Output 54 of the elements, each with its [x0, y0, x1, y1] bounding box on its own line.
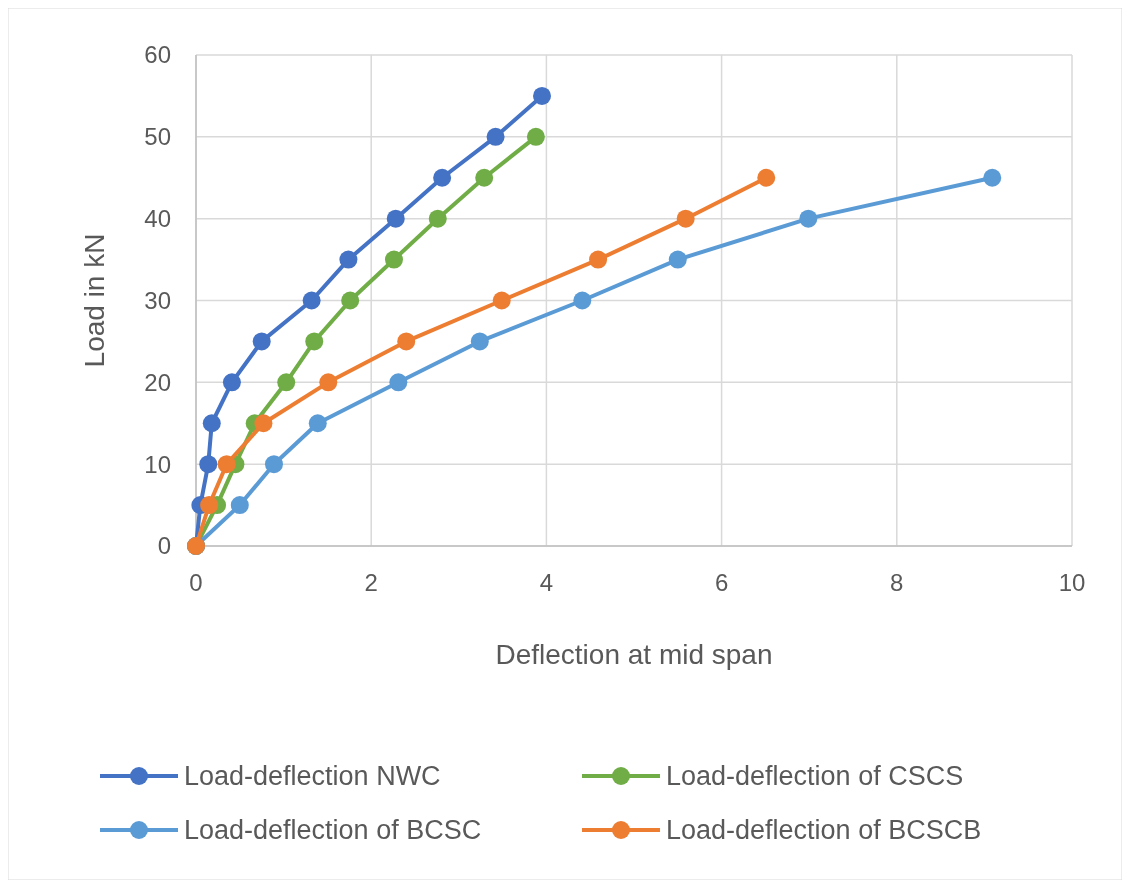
- point: [492, 291, 511, 310]
- legend-label: Load-deflection of BCSC: [184, 815, 482, 846]
- y-tick-label: 50: [144, 123, 171, 151]
- point: [533, 86, 552, 105]
- point: [217, 455, 236, 474]
- point: [200, 496, 219, 515]
- point: [799, 209, 818, 228]
- point: [983, 168, 1002, 187]
- legend-label: Load-deflection of BCSCB: [666, 815, 982, 846]
- y-tick-label: 30: [144, 286, 171, 314]
- point: [486, 127, 505, 146]
- legend-label: Load-deflection NWC: [184, 761, 441, 792]
- point: [526, 127, 545, 146]
- point: [252, 332, 271, 351]
- point: [397, 332, 416, 351]
- x-tick-label: 4: [539, 569, 554, 596]
- point: [389, 373, 408, 392]
- y-tick-label: 40: [144, 205, 171, 233]
- point: [202, 414, 221, 433]
- point: [305, 332, 324, 351]
- y-tick-label: 20: [144, 368, 171, 396]
- y-tick-label: 60: [144, 41, 171, 69]
- point: [386, 209, 405, 228]
- y-axis-title: Load in kN: [79, 233, 110, 368]
- point: [277, 373, 296, 392]
- x-tick-label: 10: [1058, 569, 1086, 596]
- point: [319, 373, 338, 392]
- point: [341, 291, 360, 310]
- point: [230, 496, 249, 515]
- point: [433, 168, 452, 187]
- point: [384, 250, 403, 269]
- point: [470, 332, 489, 351]
- point: [339, 250, 358, 269]
- point: [308, 414, 327, 433]
- x-tick-label: 6: [714, 569, 729, 596]
- point: [589, 250, 608, 269]
- x-tick-label: 8: [890, 569, 904, 596]
- point: [676, 209, 695, 228]
- y-tick-label: 10: [144, 450, 171, 478]
- x-axis-title: Deflection at mid span: [495, 639, 773, 670]
- x-tick-label: 2: [364, 569, 378, 596]
- point: [199, 455, 218, 474]
- legend-label: Load-deflection of CSCS: [666, 761, 964, 792]
- y-tick-label: 0: [157, 532, 171, 560]
- x-tick-label: 0: [189, 569, 203, 596]
- point: [264, 455, 283, 474]
- point: [475, 168, 494, 187]
- point: [573, 291, 592, 310]
- point: [222, 373, 241, 392]
- point: [254, 414, 273, 433]
- point: [757, 168, 776, 187]
- point: [302, 291, 321, 310]
- point: [428, 209, 447, 228]
- point: [668, 250, 687, 269]
